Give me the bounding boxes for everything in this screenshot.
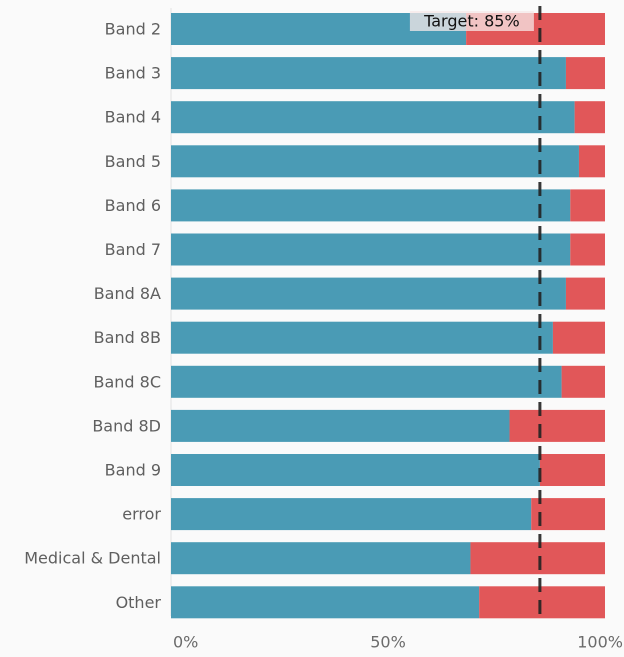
bar-segment-secondary xyxy=(470,542,605,575)
bar-segment-primary xyxy=(171,189,571,222)
x-tick-label: 0% xyxy=(173,633,198,652)
bar-segment-primary xyxy=(171,586,480,619)
category-label: Band 6 xyxy=(105,196,161,215)
category-label: Band 8D xyxy=(92,416,161,435)
category-label: Band 2 xyxy=(105,20,161,39)
category-label: error xyxy=(122,505,161,524)
bar-segment-primary xyxy=(171,233,571,266)
category-label: Band 3 xyxy=(105,64,161,83)
bar-segment-secondary xyxy=(565,57,605,90)
category-label: Band 8A xyxy=(94,284,161,303)
category-label: Band 7 xyxy=(105,240,161,259)
bar-segment-primary xyxy=(171,409,510,442)
category-label: Band 8C xyxy=(93,372,161,391)
category-label: Band 4 xyxy=(105,108,161,127)
bar-segment-secondary xyxy=(570,189,605,222)
bar-segment-secondary xyxy=(552,321,605,354)
category-labels: Band 2 Band 3 Band 4 Band 5 Band 6 Band 7 Band… xyxy=(24,20,161,612)
category-label: Band 9 xyxy=(105,461,161,480)
bars-layer xyxy=(171,13,605,619)
bar-segment-secondary xyxy=(509,409,605,442)
bar-segment-secondary xyxy=(539,454,605,486)
bar-segment-secondary xyxy=(531,498,605,531)
bar-segment-secondary xyxy=(574,101,605,134)
bar-segment-primary xyxy=(171,57,566,90)
x-axis-ticks: 0% 50% 100% xyxy=(173,633,623,652)
bar-segment-primary xyxy=(171,101,575,134)
bar-segment-primary xyxy=(171,498,532,531)
x-tick-label: 50% xyxy=(370,633,406,652)
bar-segment-primary xyxy=(171,321,553,354)
bar-segment-secondary xyxy=(479,586,605,619)
target-label-background xyxy=(409,11,534,31)
category-label: Band 8B xyxy=(94,328,161,347)
bar-segment-secondary xyxy=(570,233,605,266)
x-tick-label: 100% xyxy=(577,633,623,652)
category-label: Band 5 xyxy=(105,152,161,171)
bar-segment-secondary xyxy=(565,277,605,310)
bar-segment-primary xyxy=(171,542,471,575)
bar-segment-primary xyxy=(171,365,562,398)
target-label: Target: 85% xyxy=(423,12,520,31)
bar-segment-secondary xyxy=(578,145,605,178)
category-label: Medical & Dental xyxy=(24,549,161,568)
bar-segment-primary xyxy=(171,277,566,310)
bar-segment-primary xyxy=(171,145,579,178)
bar-segment-secondary xyxy=(561,365,605,398)
target-reference: Target: 85% xyxy=(409,6,542,616)
category-label: Other xyxy=(116,593,162,612)
bar-segment-primary xyxy=(171,454,540,486)
